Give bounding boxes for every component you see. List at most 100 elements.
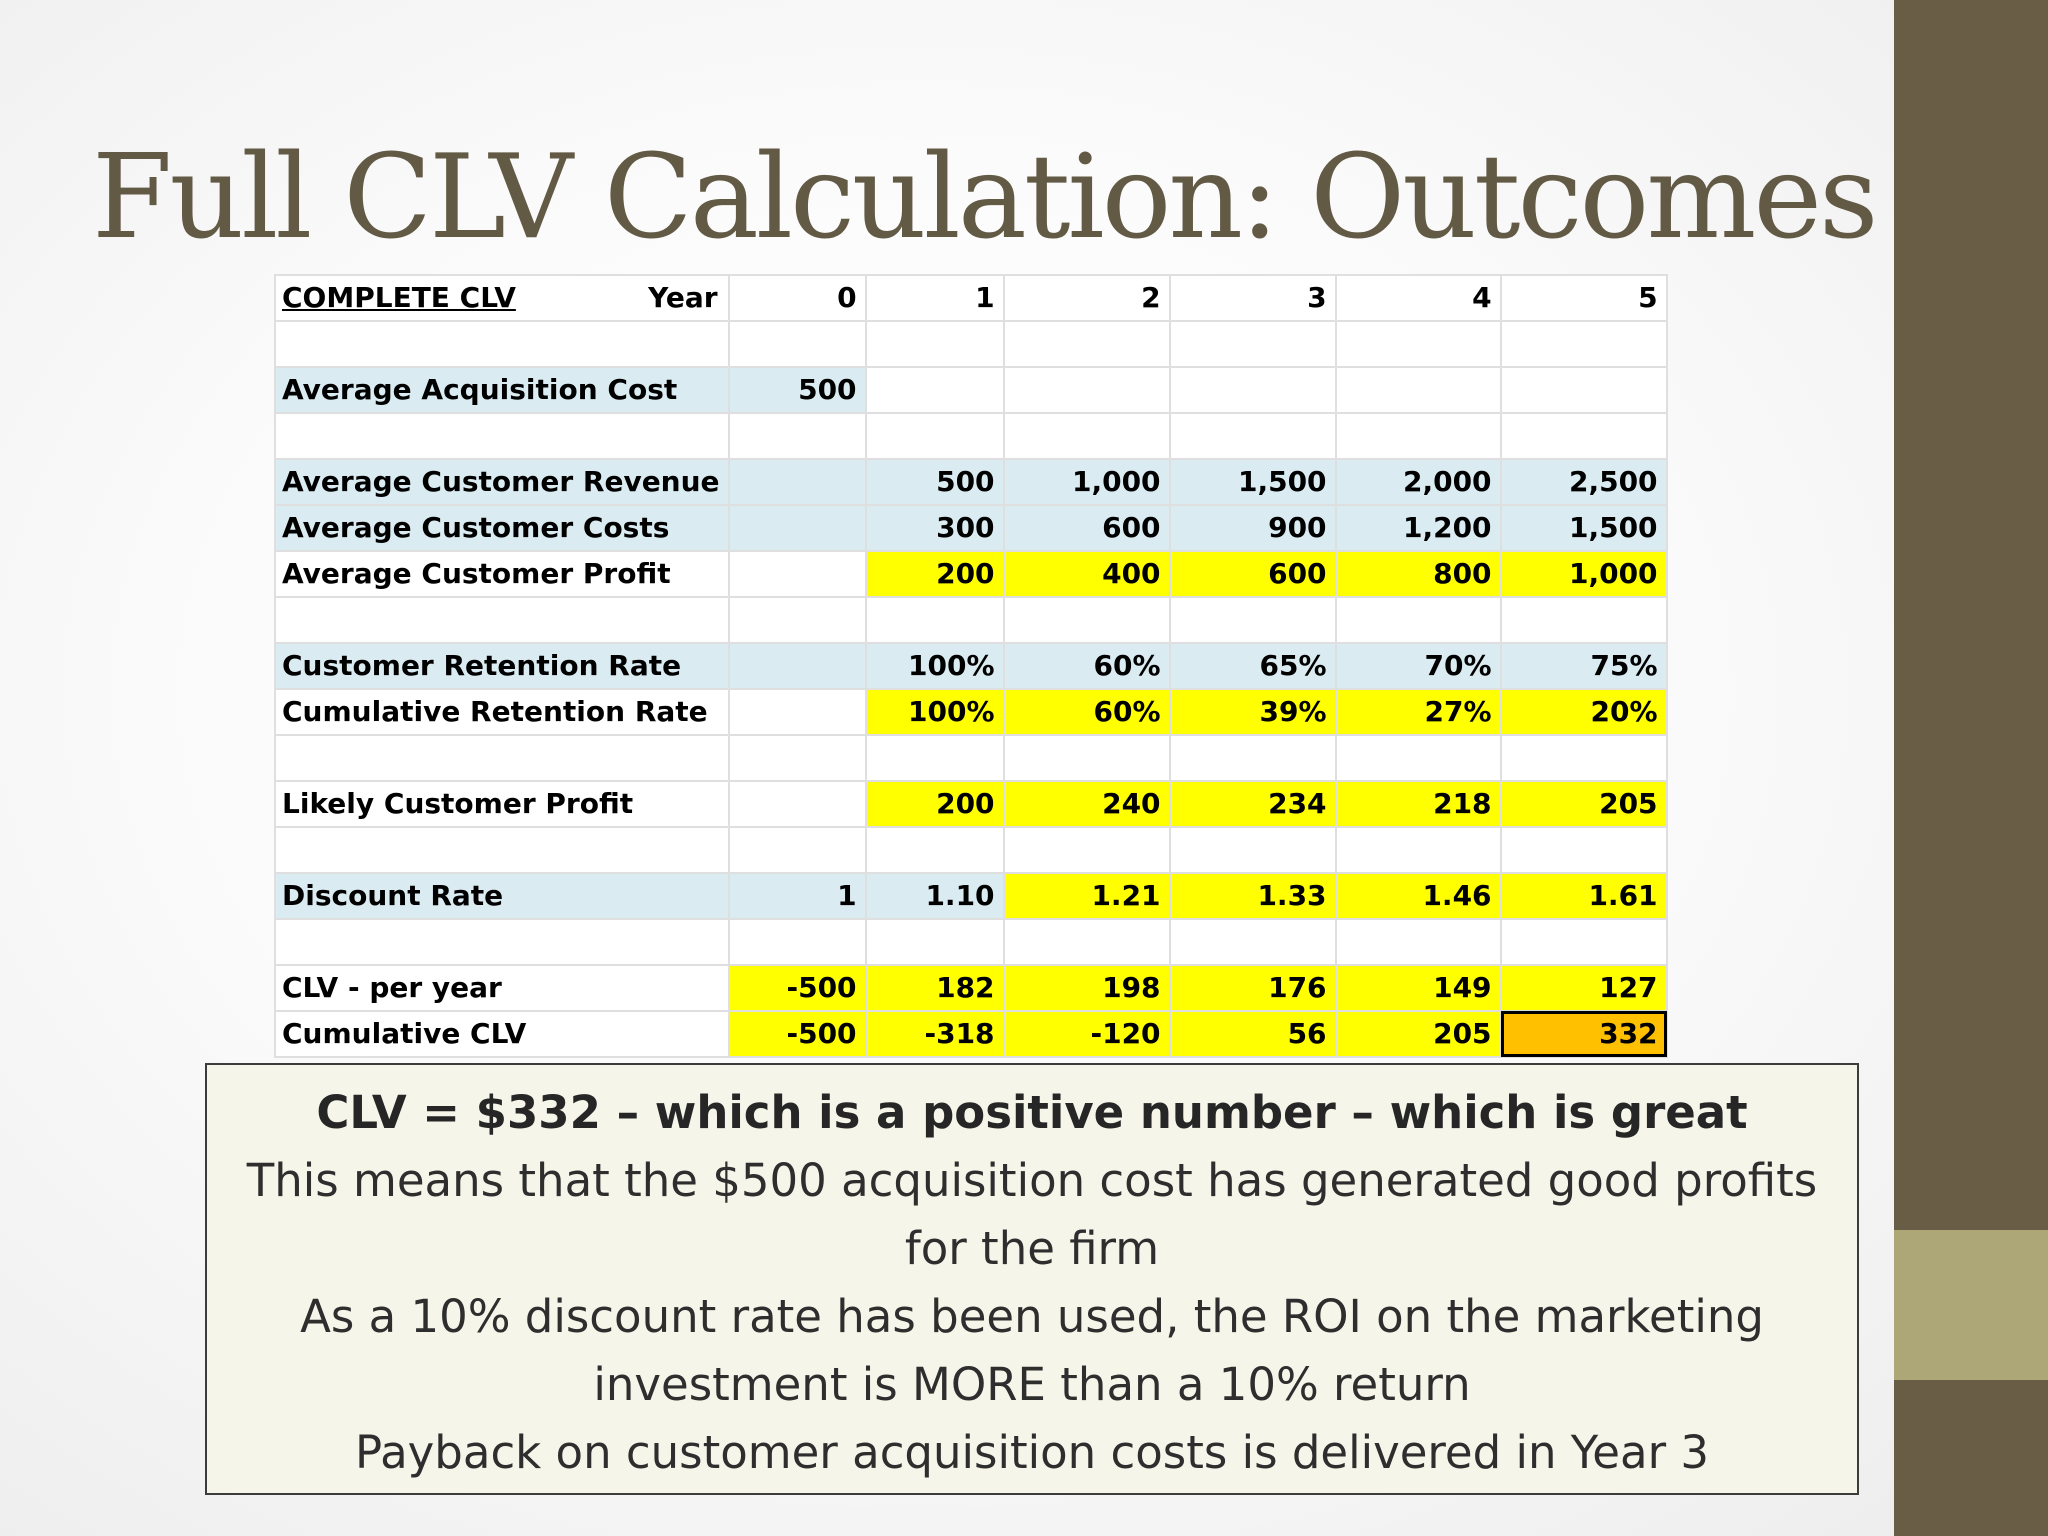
- final-clv-cell: 332: [1499, 1010, 1668, 1058]
- cell-year-5: [1499, 366, 1668, 414]
- year-1: 1: [864, 274, 1005, 322]
- row-label: Cumulative Retention Rate: [274, 688, 730, 736]
- cell-year-3: 600: [1168, 550, 1337, 598]
- table-row-clv-per-year: CLV - per year -500 182 198 176 149 127: [274, 964, 1668, 1012]
- year-label: Year: [648, 281, 718, 314]
- year-3: 3: [1168, 274, 1337, 322]
- table-header-label: COMPLETE CLV Year: [274, 274, 730, 322]
- row-label: Cumulative CLV: [274, 1010, 730, 1058]
- table-row-acquisition-cost: Average Acquisition Cost 500: [274, 366, 1668, 414]
- summary-line: investment is MORE than a 10% return: [593, 1358, 1471, 1411]
- cell-year-4: [1334, 366, 1502, 414]
- cell-year-3: 1,500: [1168, 458, 1337, 506]
- year-4: 4: [1334, 274, 1502, 322]
- clv-table: COMPLETE CLV Year 0 1 2 3 4 5 Average Ac…: [274, 274, 1668, 1058]
- row-label: Average Customer Revenue: [274, 458, 730, 506]
- cell-year-4: 149: [1334, 964, 1502, 1012]
- cell-year-1: 1.10: [864, 872, 1005, 920]
- spacer-row: [274, 826, 1668, 874]
- cell-year-2: 400: [1002, 550, 1171, 598]
- cell-year-3: 39%: [1168, 688, 1337, 736]
- table-row-likely-profit: Likely Customer Profit 200 240 234 218 2…: [274, 780, 1668, 828]
- table-header-row: COMPLETE CLV Year 0 1 2 3 4 5: [274, 274, 1668, 322]
- table-row-retention: Customer Retention Rate 100% 60% 65% 70%…: [274, 642, 1668, 690]
- side-accent-highlight: [1894, 1230, 2048, 1380]
- year-5: 5: [1499, 274, 1668, 322]
- row-label: Likely Customer Profit: [274, 780, 730, 828]
- row-label: Average Acquisition Cost: [274, 366, 730, 414]
- cell-year-2: 240: [1002, 780, 1171, 828]
- complete-clv-label: COMPLETE CLV: [282, 281, 516, 314]
- cell-year-4: 2,000: [1334, 458, 1502, 506]
- table-row-costs: Average Customer Costs 300 600 900 1,200…: [274, 504, 1668, 552]
- cell-year-3: 56: [1168, 1010, 1337, 1058]
- cell-year-4: 27%: [1334, 688, 1502, 736]
- table-row-revenue: Average Customer Revenue 500 1,000 1,500…: [274, 458, 1668, 506]
- cell-year-3: 234: [1168, 780, 1337, 828]
- row-label: Average Customer Costs: [274, 504, 730, 552]
- spacer-row: [274, 412, 1668, 460]
- cell-year-1: 500: [864, 458, 1005, 506]
- cell-year-1: 200: [864, 550, 1005, 598]
- spacer-row: [274, 918, 1668, 966]
- summary-line: This means that the $500 acquisition cos…: [246, 1154, 1818, 1207]
- cell-year-1: 182: [864, 964, 1005, 1012]
- summary-line: for the firm: [904, 1222, 1160, 1275]
- cell-year-2: 60%: [1002, 688, 1171, 736]
- cell-year-2: -120: [1002, 1010, 1171, 1058]
- table-row-cumulative-clv: Cumulative CLV -500 -318 -120 56 205 332: [274, 1010, 1668, 1058]
- cell-year-0: [727, 458, 867, 506]
- cell-year-0: [727, 504, 867, 552]
- year-0: 0: [727, 274, 867, 322]
- cell-year-1: 300: [864, 504, 1005, 552]
- cell-year-4: 800: [1334, 550, 1502, 598]
- cell-year-1: -318: [864, 1010, 1005, 1058]
- cell-year-1: 100%: [864, 688, 1005, 736]
- cell-year-5: 1,500: [1499, 504, 1668, 552]
- cell-year-3: 900: [1168, 504, 1337, 552]
- table-row-cumulative-retention: Cumulative Retention Rate 100% 60% 39% 2…: [274, 688, 1668, 736]
- cell-year-0: 1: [727, 872, 867, 920]
- cell-year-4: 70%: [1334, 642, 1502, 690]
- spacer-row: [274, 320, 1668, 368]
- cell-year-3: [1168, 366, 1337, 414]
- cell-year-0: 500: [727, 366, 867, 414]
- cell-year-5: 20%: [1499, 688, 1668, 736]
- cell-year-4: 205: [1334, 1010, 1502, 1058]
- year-2: 2: [1002, 274, 1171, 322]
- cell-year-1: [864, 366, 1005, 414]
- cell-year-1: 100%: [864, 642, 1005, 690]
- row-label: Average Customer Profit: [274, 550, 730, 598]
- cell-year-2: [1002, 366, 1171, 414]
- cell-year-0: [727, 688, 867, 736]
- cell-year-3: 65%: [1168, 642, 1337, 690]
- cell-year-4: 1,200: [1334, 504, 1502, 552]
- summary-line: Payback on customer acquisition costs is…: [354, 1426, 1710, 1479]
- cell-year-0: [727, 550, 867, 598]
- cell-year-2: 1.21: [1002, 872, 1171, 920]
- cell-year-4: 218: [1334, 780, 1502, 828]
- slide-title: Full CLV Calculation: Outcomes: [92, 130, 1879, 265]
- summary-line: As a 10% discount rate has been used, th…: [300, 1290, 1764, 1343]
- spacer-row: [274, 596, 1668, 644]
- cell-year-0: [727, 642, 867, 690]
- cell-year-3: 1.33: [1168, 872, 1337, 920]
- table-row-profit: Average Customer Profit 200 400 600 800 …: [274, 550, 1668, 598]
- row-label: Customer Retention Rate: [274, 642, 730, 690]
- summary-headline: CLV = $332 – which is a positive number …: [316, 1086, 1748, 1139]
- row-label: CLV - per year: [274, 964, 730, 1012]
- cell-year-5: 1.61: [1499, 872, 1668, 920]
- cell-year-2: 1,000: [1002, 458, 1171, 506]
- summary-box: CLV = $332 – which is a positive number …: [205, 1063, 1859, 1495]
- cell-year-5: 75%: [1499, 642, 1668, 690]
- cell-year-2: 198: [1002, 964, 1171, 1012]
- cell-year-5: 127: [1499, 964, 1668, 1012]
- cell-year-1: 200: [864, 780, 1005, 828]
- cell-year-2: 600: [1002, 504, 1171, 552]
- cell-year-0: -500: [727, 1010, 867, 1058]
- cell-year-4: 1.46: [1334, 872, 1502, 920]
- cell-year-3: 176: [1168, 964, 1337, 1012]
- cell-year-0: -500: [727, 964, 867, 1012]
- table-row-discount-rate: Discount Rate 1 1.10 1.21 1.33 1.46 1.61: [274, 872, 1668, 920]
- cell-year-2: 60%: [1002, 642, 1171, 690]
